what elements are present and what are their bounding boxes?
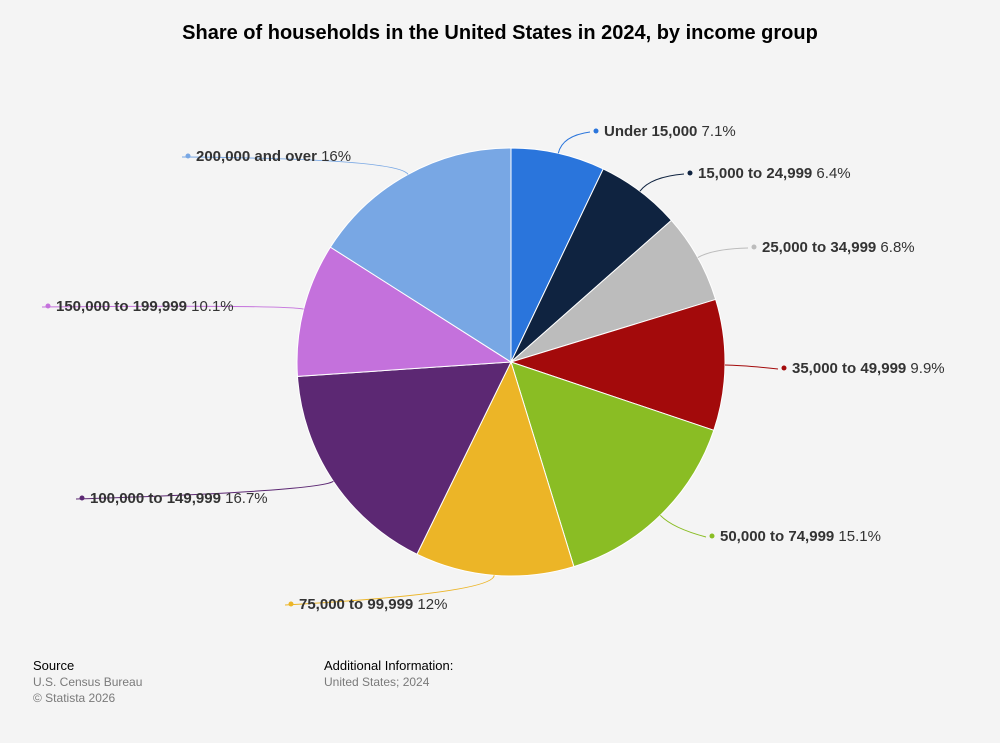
leader-line-50-000-to-74-999 xyxy=(659,514,707,538)
leader-lines xyxy=(41,131,779,606)
slice-category: 25,000 to 34,999 xyxy=(762,239,876,256)
label-bullet-35-000-to-49-999 xyxy=(781,365,787,371)
leader-line-under-15-000 xyxy=(557,131,591,154)
label-bullet-15-000-to-24-999 xyxy=(687,170,693,176)
copyright: © Statista 2026 xyxy=(33,691,116,705)
slice-category: 100,000 to 149,999 xyxy=(90,490,221,507)
pie-slices xyxy=(296,147,726,577)
slice-label-25-000-to-34-999: 25,000 to 34,999 6.8% xyxy=(762,239,915,256)
slice-label-50-000-to-74-999: 50,000 to 74,999 15.1% xyxy=(720,528,881,545)
source-block: Source U.S. Census Bureau © Statista 202… xyxy=(33,658,142,706)
slice-value: 6.4% xyxy=(812,165,850,182)
leader-line-15-000-to-24-999 xyxy=(639,173,685,192)
label-bullet-50-000-to-74-999 xyxy=(709,533,715,539)
slice-category: 50,000 to 74,999 xyxy=(720,528,834,545)
slice-value: 6.8% xyxy=(876,239,914,256)
slice-label-150-000-to-199-999: 150,000 to 199,999 10.1% xyxy=(56,298,234,315)
pie-slice-150-000-to-199-999[interactable] xyxy=(296,246,513,377)
slice-label-15-000-to-24-999: 15,000 to 24,999 6.4% xyxy=(698,165,851,182)
slice-label-100-000-to-149-999: 100,000 to 149,999 16.7% xyxy=(90,490,268,507)
leader-line-75-000-to-99-999 xyxy=(284,575,495,606)
chart-title: Share of households in the United States… xyxy=(182,22,818,44)
slice-value: 10.1% xyxy=(187,298,234,315)
slice-value: 7.1% xyxy=(697,123,735,140)
slice-value: 16.7% xyxy=(221,490,268,507)
additional-info-heading[interactable]: Additional Information: xyxy=(324,658,454,673)
slice-category: 150,000 to 199,999 xyxy=(56,298,187,315)
slice-category: Under 15,000 xyxy=(604,123,697,140)
slice-label-under-15-000: Under 15,000 7.1% xyxy=(604,123,736,140)
source-heading: Source xyxy=(33,658,75,673)
leader-line-200-000-and-over xyxy=(181,156,409,175)
slice-category: 15,000 to 24,999 xyxy=(698,165,812,182)
slice-label-35-000-to-49-999: 35,000 to 49,999 9.9% xyxy=(792,360,945,377)
slice-category: 75,000 to 99,999 xyxy=(299,596,413,613)
label-bullet-200-000-and-over xyxy=(185,153,191,159)
label-bullet-25-000-to-34-999 xyxy=(751,244,757,250)
slice-value: 15.1% xyxy=(834,528,881,545)
pie-slice-35-000-to-49-999[interactable] xyxy=(509,298,726,431)
label-bullet-under-15-000 xyxy=(593,128,599,134)
leader-line-25-000-to-34-999 xyxy=(697,247,749,258)
additional-info-block: Additional Information: United States; 2… xyxy=(324,658,453,690)
leader-line-100-000-to-149-999 xyxy=(75,480,334,500)
leader-line-150-000-to-199-999 xyxy=(41,305,304,310)
pie-slice-100-000-to-149-999[interactable] xyxy=(296,361,512,555)
additional-info-text: United States; 2024 xyxy=(324,675,430,689)
slice-label-75-000-to-99-999: 75,000 to 99,999 12% xyxy=(299,596,447,613)
slice-label-200-000-and-over: 200,000 and over 16% xyxy=(196,148,351,165)
slice-category: 35,000 to 49,999 xyxy=(792,360,906,377)
label-bullet-150-000-to-199-999 xyxy=(45,303,51,309)
label-bullet-75-000-to-99-999 xyxy=(288,601,294,607)
pie-slice-200-000-and-over[interactable] xyxy=(329,147,512,363)
slice-value: 9.9% xyxy=(906,360,944,377)
slice-labels: Under 15,000 7.1% 15,000 to 24,999 6.4% 25… xyxy=(45,123,945,613)
label-bullet-100-000-to-149-999 xyxy=(79,495,85,501)
slice-category: 200,000 and over xyxy=(196,148,317,165)
pie-slice-50-000-to-74-999[interactable] xyxy=(510,361,715,568)
source-name[interactable]: U.S. Census Bureau xyxy=(33,675,143,689)
leader-line-35-000-to-49-999 xyxy=(724,364,779,370)
slice-value: 16% xyxy=(317,148,351,165)
slice-value: 12% xyxy=(413,596,447,613)
